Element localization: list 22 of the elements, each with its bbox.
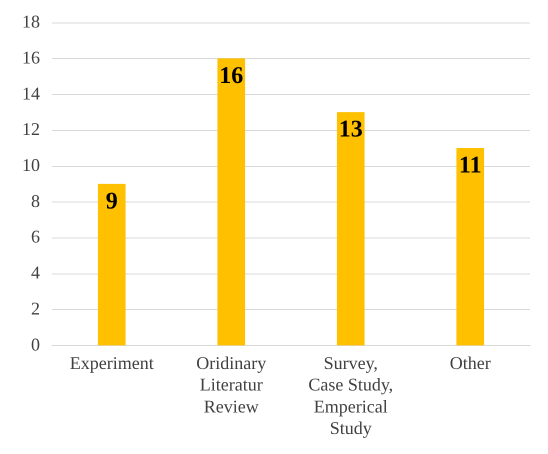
y-tick-label: 18 [22, 12, 40, 32]
y-tick-label: 16 [22, 47, 40, 68]
bar [217, 58, 246, 346]
data-label: 16 [219, 62, 244, 89]
y-tick-label: 6 [31, 226, 40, 247]
y-tick-label: 8 [31, 190, 40, 211]
x-tick-label: Experiment [70, 353, 154, 374]
y-tick-label: 12 [22, 119, 40, 140]
y-tick-label: 0 [31, 334, 40, 354]
bar [456, 148, 484, 346]
y-tick-label: 4 [31, 262, 40, 283]
y-tick-label: 10 [22, 155, 40, 175]
x-tick-label: Survey, Case Study, Emperical Study [308, 353, 394, 438]
x-tick-label: Oridinary Literatur Review [196, 353, 266, 416]
bar [336, 112, 365, 346]
data-label: 9 [106, 188, 118, 214]
y-tick-label: 14 [22, 83, 40, 104]
x-tick-label: Other [450, 353, 491, 374]
data-label: 13 [338, 116, 363, 143]
bar [98, 184, 126, 346]
y-tick-label: 2 [31, 298, 40, 318]
data-label: 11 [458, 152, 482, 179]
